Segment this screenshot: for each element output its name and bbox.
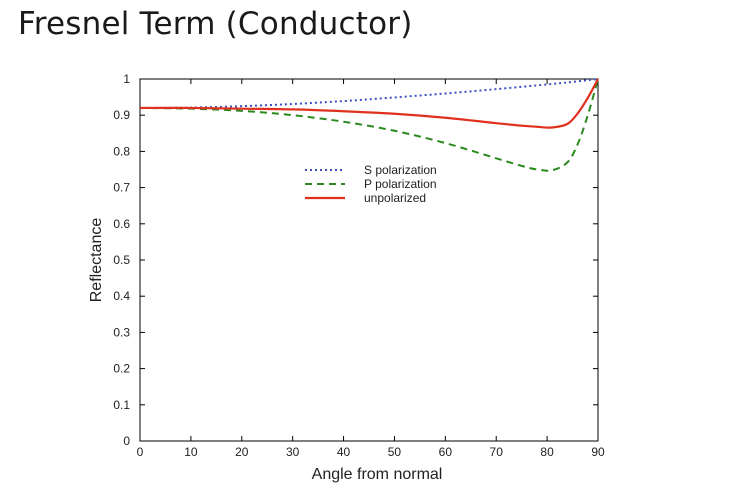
y-tick-label: 0.3 — [113, 325, 130, 339]
y-axis-title: Reflectance — [88, 218, 105, 303]
x-tick-label: 90 — [591, 445, 605, 459]
x-tick-label: 80 — [540, 445, 554, 459]
x-tick-label: 0 — [137, 445, 144, 459]
legend-label: P polarization — [364, 177, 437, 191]
y-tick-label: 1 — [123, 72, 130, 86]
y-tick-label: 0.7 — [113, 181, 130, 195]
legend-label: unpolarized — [364, 191, 426, 205]
slide-title: Fresnel Term (Conductor) — [18, 6, 413, 42]
y-tick-label: 0.8 — [113, 144, 130, 158]
x-tick-label: 20 — [235, 445, 249, 459]
x-tick-label: 60 — [439, 445, 453, 459]
y-tick-label: 0.1 — [113, 398, 130, 412]
y-tick-label: 0.2 — [113, 362, 130, 376]
x-tick-label: 40 — [337, 445, 351, 459]
y-tick-label: 0.5 — [113, 253, 130, 267]
x-tick-label: 50 — [388, 445, 402, 459]
x-tick-label: 30 — [286, 445, 300, 459]
legend-label: S polarization — [364, 163, 437, 177]
ticks-layer: 0 10 20 30 40 50 60 70 80 90 0 0.1 0.2 0.3 0.4 0.5 0.6 0.… — [113, 72, 605, 459]
y-tick-label: 0 — [123, 434, 130, 448]
plot-frame — [139, 78, 599, 442]
x-axis-title: Angle from normal — [312, 466, 443, 483]
y-tick-label: 0.9 — [113, 108, 130, 122]
x-tick-label: 70 — [490, 445, 504, 459]
y-tick-label: 0.4 — [113, 289, 130, 303]
series-layer — [139, 78, 599, 172]
series-line-p-polarization — [139, 78, 599, 172]
series-line-s-polarization — [139, 78, 599, 109]
y-tick-label: 0.6 — [113, 217, 130, 231]
series-line-unpolarized — [139, 78, 599, 129]
x-tick-label: 10 — [184, 445, 198, 459]
